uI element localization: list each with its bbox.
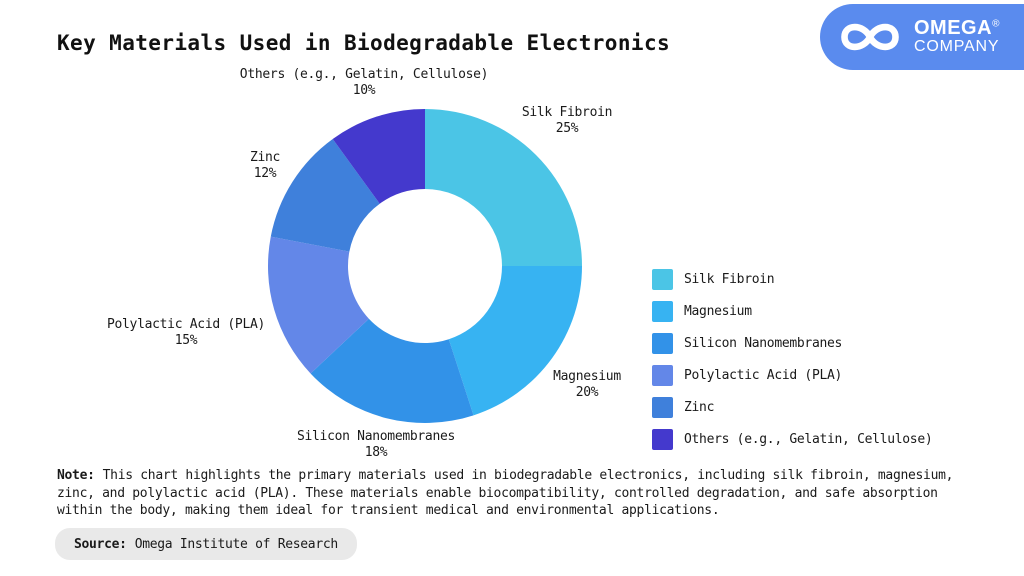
legend-swatch-icon <box>652 269 673 290</box>
slice-label-zinc: Zinc 12% <box>249 150 281 181</box>
infinity-icon <box>841 23 899 51</box>
company-logo: OMEGA® COMPANY <box>820 4 1024 70</box>
donut-slice-5 <box>332 109 425 204</box>
registered-trademark: ® <box>992 18 1000 30</box>
legend-item-zinc: Zinc <box>652 397 932 418</box>
donut-slice-4 <box>270 138 380 252</box>
note-label: Note: <box>57 468 95 483</box>
source-badge: Source: Omega Institute of Research <box>55 528 357 560</box>
legend-swatch-icon <box>652 333 673 354</box>
slice-label-silicon-nanomembranes: Silicon Nanomembranes 18% <box>296 429 456 460</box>
page-title: Key Materials Used in Biodegradable Elec… <box>57 31 671 55</box>
logo-text: OMEGA® COMPANY <box>914 18 1000 56</box>
logo-company-suffix: COMPANY <box>914 38 1000 56</box>
legend-item-polylactic-acid: Polylactic Acid (PLA) <box>652 365 932 386</box>
legend-swatch-icon <box>652 429 673 450</box>
legend-item-magnesium: Magnesium <box>652 301 932 322</box>
donut-chart <box>267 109 582 424</box>
slice-label-others: Others (e.g., Gelatin, Cellulose) 10% <box>239 67 489 98</box>
chart-legend: Silk Fibroin Magnesium Silicon Nanomembr… <box>652 269 933 461</box>
donut-slice-1 <box>448 266 582 416</box>
note-text: Note: This chart highlights the primary m… <box>57 468 954 518</box>
slice-label-magnesium: Magnesium 20% <box>553 369 621 400</box>
legend-swatch-icon <box>652 301 673 322</box>
legend-swatch-icon <box>652 397 673 418</box>
donut-slice-2 <box>310 318 474 424</box>
legend-item-silicon-nanomembranes: Silicon Nanomembranes <box>652 333 932 354</box>
source-label: Source: <box>74 536 127 552</box>
slice-label-silk-fibroin: Silk Fibroin 25% <box>521 105 613 136</box>
legend-swatch-icon <box>652 365 673 386</box>
legend-item-others: Others (e.g., Gelatin, Cellulose) <box>652 429 933 450</box>
donut-slice-3 <box>267 236 369 374</box>
logo-company-name: OMEGA® <box>914 17 1000 40</box>
legend-item-silk-fibroin: Silk Fibroin <box>652 269 932 290</box>
slice-label-polylactic-acid: Polylactic Acid (PLA) 15% <box>106 317 266 348</box>
donut-slice-0 <box>425 109 582 266</box>
